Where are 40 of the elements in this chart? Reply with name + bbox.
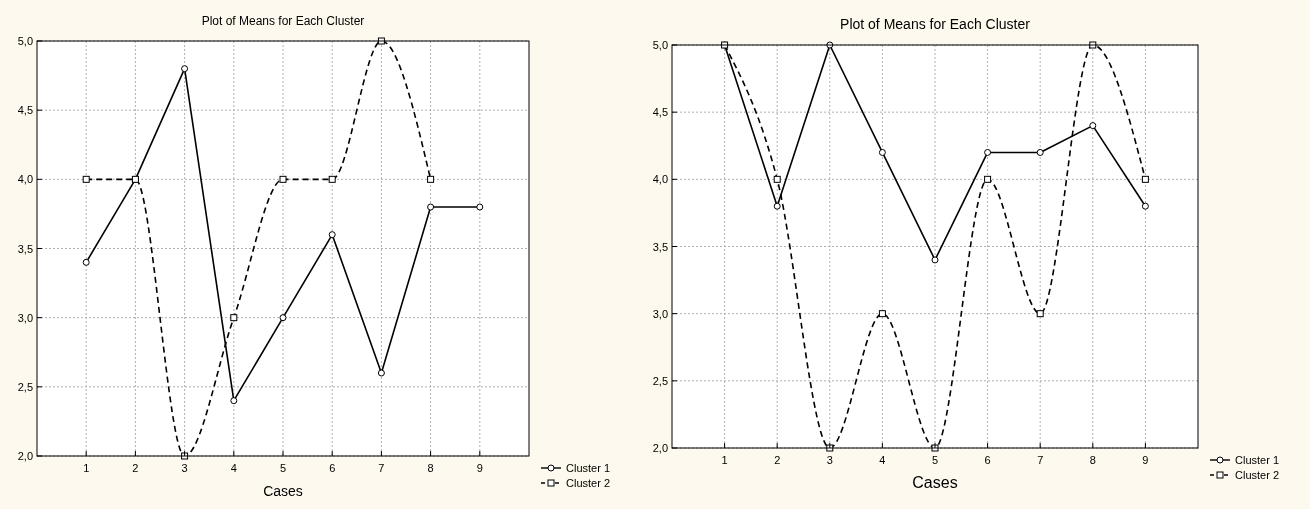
x-tick-label: 9 (476, 462, 483, 474)
x-tick-label: 5 (931, 454, 939, 466)
y-tick-label: 5,0 (17, 35, 33, 47)
chart-title: Plot of Means for Each Cluster (201, 14, 365, 28)
x-tick-label: 2 (774, 454, 781, 466)
y-tick-label: 5,0 (652, 39, 668, 51)
x-axis-title: Cases (263, 483, 303, 499)
x-tick-label: 6 (329, 462, 336, 474)
x-tick-label: 3 (826, 454, 833, 466)
legend-label: Cluster 2 (566, 477, 611, 489)
chart-title: Plot of Means for Each Cluster (840, 16, 1031, 32)
x-tick-label: 4 (879, 454, 886, 466)
x-tick-label: 7 (1037, 454, 1044, 466)
x-axis-title: Cases (912, 474, 958, 491)
y-tick-label: 3,0 (652, 307, 668, 320)
x-tick-label: 8 (427, 462, 434, 474)
y-tick-label: 2,0 (652, 442, 668, 454)
x-tick-label: 3 (181, 462, 188, 474)
x-tick-label: 6 (984, 454, 991, 466)
y-tick-label: 3,5 (17, 242, 33, 255)
y-tick-label: 4,0 (17, 173, 33, 186)
x-tick-label: 7 (378, 462, 385, 474)
legend-label: Cluster 1 (566, 462, 611, 474)
y-tick-label: 4,0 (652, 173, 668, 186)
x-tick-label: 9 (1142, 454, 1149, 466)
legend-label: Cluster 1 (1235, 454, 1280, 466)
y-tick-label: 4,5 (652, 106, 668, 119)
y-tick-label: 3,0 (17, 311, 33, 324)
x-tick-label: 8 (1089, 454, 1096, 466)
y-tick-label: 2,0 (17, 450, 33, 462)
x-tick-label: 2 (132, 462, 139, 474)
y-tick-label: 2,5 (652, 374, 668, 387)
x-tick-label: 1 (83, 462, 90, 474)
x-tick-label: 1 (721, 454, 728, 466)
y-tick-label: 2,5 (17, 380, 33, 393)
x-tick-label: 5 (279, 462, 287, 474)
legend-label: Cluster 2 (1235, 469, 1280, 481)
x-tick-label: 4 (230, 462, 237, 474)
y-tick-label: 3,5 (652, 240, 668, 253)
y-tick-label: 4,5 (17, 104, 33, 117)
